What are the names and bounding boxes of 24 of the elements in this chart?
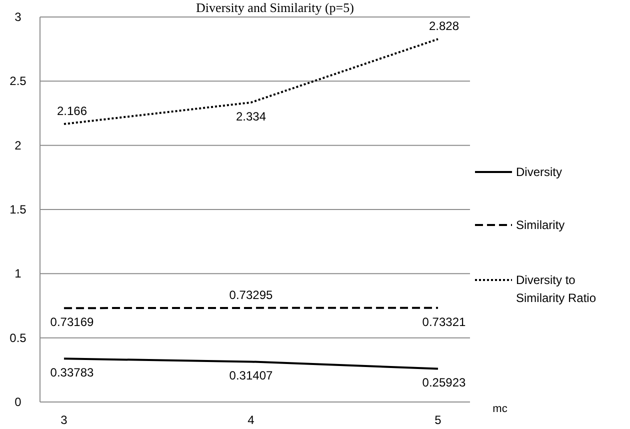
y-tick-label: 1.5 xyxy=(10,202,27,216)
legend-label: Similarity xyxy=(516,218,565,232)
y-tick-label: 0.5 xyxy=(10,330,27,345)
y-tick-label: 2 xyxy=(14,138,22,152)
data-label: 0.25923 xyxy=(422,376,466,390)
y-tick-label: 3 xyxy=(14,10,22,24)
y-tick-label: 1 xyxy=(14,266,22,281)
x-tick-label: 5 xyxy=(434,413,442,427)
data-label: 0.73295 xyxy=(229,288,274,302)
data-label: 0.31407 xyxy=(229,368,274,383)
data-label: 2.166 xyxy=(56,104,88,118)
legend-label: Diversity to Similarity Ratio xyxy=(516,273,596,305)
x-tick-label: 3 xyxy=(60,413,68,427)
x-axis-title: mc xyxy=(492,403,508,415)
chart-title: Diversity and Similarity (p=5) xyxy=(196,0,354,15)
data-label: 0.33783 xyxy=(50,366,94,380)
data-label: 2.334 xyxy=(236,109,266,124)
data-label: 2.828 xyxy=(428,19,460,34)
legend-label: Diversity xyxy=(516,165,562,179)
y-tick-label: 0 xyxy=(14,395,22,409)
x-tick-label: 4 xyxy=(248,413,255,427)
data-label: 0.73169 xyxy=(50,315,94,330)
y-tick-label: 2.5 xyxy=(10,74,27,88)
data-label: 0.73321 xyxy=(422,314,466,329)
